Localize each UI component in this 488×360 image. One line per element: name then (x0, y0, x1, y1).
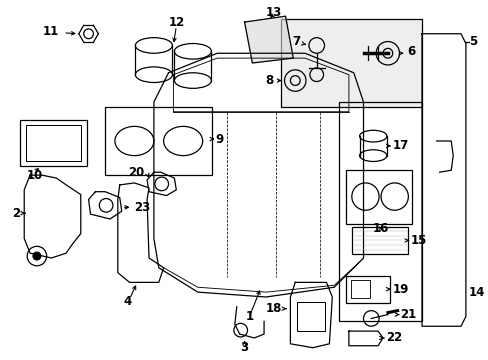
Polygon shape (244, 16, 293, 63)
Text: 9: 9 (215, 132, 223, 145)
Text: 6: 6 (407, 45, 415, 58)
Text: 8: 8 (265, 74, 273, 87)
Bar (105, 107, 212, 175)
Text: 22: 22 (385, 332, 401, 345)
Text: 20: 20 (128, 166, 144, 179)
Text: 19: 19 (392, 283, 408, 296)
Text: 7: 7 (291, 35, 300, 48)
Text: 5: 5 (468, 35, 476, 48)
Text: 13: 13 (265, 6, 282, 19)
Text: 10: 10 (27, 168, 43, 182)
Text: 14: 14 (468, 285, 484, 299)
Text: 18: 18 (264, 302, 281, 315)
Bar (280, 19, 421, 107)
Text: 4: 4 (123, 295, 131, 309)
Text: 11: 11 (43, 25, 59, 38)
Text: 2: 2 (12, 207, 20, 220)
Text: 12: 12 (168, 15, 184, 28)
Text: 1: 1 (245, 310, 253, 323)
Bar (26, 125, 81, 161)
Circle shape (33, 252, 41, 260)
Text: 17: 17 (392, 139, 408, 152)
Bar (346, 170, 411, 224)
Bar (20, 120, 86, 166)
Text: 3: 3 (240, 341, 248, 354)
Bar (350, 280, 369, 298)
Bar (351, 227, 407, 254)
Text: 16: 16 (372, 222, 388, 235)
Text: 21: 21 (400, 308, 416, 321)
Text: 15: 15 (409, 234, 426, 247)
Bar (346, 275, 389, 303)
Bar (339, 102, 421, 321)
Bar (297, 302, 324, 331)
Text: 23: 23 (134, 201, 150, 214)
